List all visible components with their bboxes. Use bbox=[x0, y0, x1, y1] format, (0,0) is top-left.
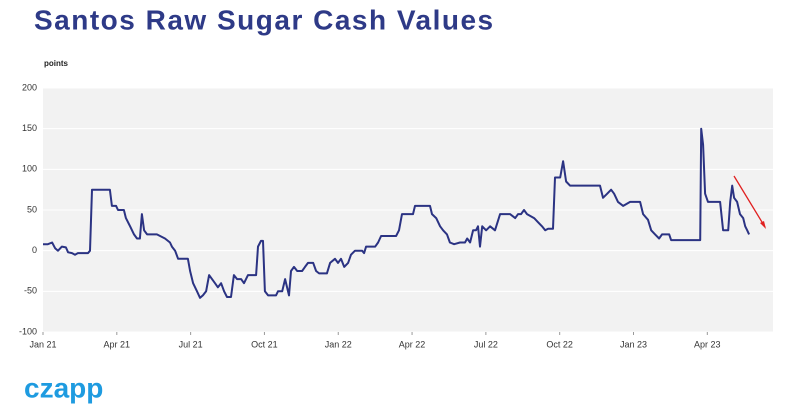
x-tick-label: Jan 21 bbox=[29, 339, 56, 349]
x-tick-label: Apr 22 bbox=[399, 339, 426, 349]
x-tick-label: Oct 21 bbox=[251, 339, 278, 349]
y-tick-label: 50 bbox=[27, 204, 37, 214]
x-tick-label: Jan 23 bbox=[620, 339, 647, 349]
arrow-head bbox=[760, 221, 766, 229]
logo: czapp bbox=[24, 372, 103, 403]
x-tick-label: Jan 22 bbox=[325, 339, 352, 349]
marks bbox=[43, 127, 751, 299]
trend-arrow bbox=[733, 175, 766, 228]
grid bbox=[43, 87, 773, 333]
y-tick-label: 100 bbox=[22, 164, 37, 174]
x-tick-label: Apr 23 bbox=[694, 339, 721, 349]
x-tick-label: Jul 22 bbox=[474, 339, 498, 349]
y-tick-label: 150 bbox=[22, 123, 37, 133]
y-tick-label: -100 bbox=[19, 326, 37, 336]
y-axis-label: points bbox=[44, 59, 69, 68]
chart-title: Santos Raw Sugar Cash Values bbox=[34, 4, 495, 35]
x-tick-label: Oct 22 bbox=[546, 339, 573, 349]
y-tick-label: 0 bbox=[32, 245, 37, 255]
y-tick-label: -50 bbox=[24, 286, 37, 296]
y-tick-label: 200 bbox=[22, 82, 37, 92]
series-line bbox=[43, 127, 751, 299]
x-tick-label: Jul 21 bbox=[179, 339, 203, 349]
x-tick-label: Apr 21 bbox=[104, 339, 131, 349]
